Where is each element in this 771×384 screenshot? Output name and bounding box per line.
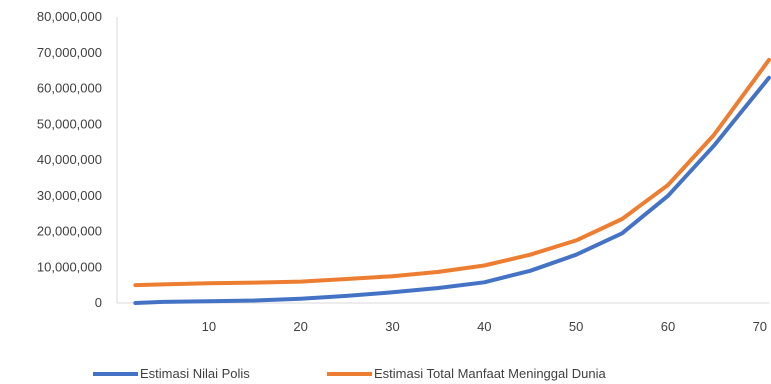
y-tick-label: 10,000,000 <box>37 259 102 274</box>
y-tick-label: 30,000,000 <box>37 188 102 203</box>
x-tick-label: 20 <box>293 319 307 334</box>
series-line-2 <box>133 57 771 288</box>
y-tick-label: 0 <box>95 295 102 310</box>
y-tick-label: 40,000,000 <box>37 152 102 167</box>
y-axis-tick-labels: 0 10,000,000 20,000,000 30,000,000 40,000,00… <box>37 9 102 310</box>
x-tick-label: 70 <box>753 319 767 334</box>
legend: Estimasi Nilai Polis Estimasi Total Manfa… <box>93 366 606 381</box>
x-tick-label: 30 <box>385 319 399 334</box>
y-tick-label: 70,000,000 <box>37 45 102 60</box>
x-tick-label: 40 <box>477 319 491 334</box>
y-tick-label: 50,000,000 <box>37 116 102 131</box>
y-tick-label: 60,000,000 <box>37 81 102 96</box>
y-tick-label: 20,000,000 <box>37 224 102 239</box>
legend-label-2: Estimasi Total Manfaat Meninggal Dunia <box>374 366 606 381</box>
y-tick-label: 80,000,000 <box>37 9 102 24</box>
x-tick-label: 60 <box>661 319 675 334</box>
x-axis-tick-labels: 10 20 30 40 50 60 70 <box>202 319 767 334</box>
legend-label-1: Estimasi Nilai Polis <box>140 366 250 381</box>
x-tick-label: 50 <box>569 319 583 334</box>
series-lines <box>133 57 771 305</box>
series-line-1 <box>133 75 771 305</box>
x-tick-label: 10 <box>202 319 216 334</box>
